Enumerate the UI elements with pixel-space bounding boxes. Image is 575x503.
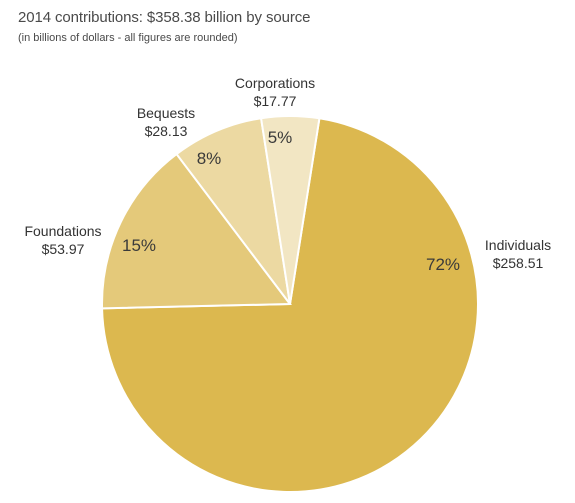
category-label-individuals: Individuals	[485, 237, 551, 253]
percent-label-corporations: 5%	[268, 128, 293, 147]
chart-subtitle: (in billions of dollars - all figures ar…	[18, 32, 238, 44]
pie-slice-individuals	[101, 117, 479, 493]
value-label-individuals: $258.51	[493, 255, 544, 271]
chart-title: 2014 contributions: $358.38 billion by s…	[18, 9, 311, 26]
value-label-bequests: $28.13	[145, 123, 188, 139]
percent-label-foundations: 15%	[122, 236, 156, 255]
value-label-corporations: $17.77	[254, 93, 297, 109]
value-label-foundations: $53.97	[42, 241, 85, 257]
category-label-bequests: Bequests	[137, 105, 195, 121]
category-label-corporations: Corporations	[235, 75, 315, 91]
percent-label-individuals: 72%	[426, 255, 460, 274]
pie-slice-bequests	[175, 117, 291, 305]
category-label-foundations: Foundations	[24, 223, 101, 239]
pie-slice-foundations	[101, 152, 292, 310]
pie-slice-corporations	[259, 114, 321, 305]
percent-label-bequests: 8%	[197, 149, 222, 168]
